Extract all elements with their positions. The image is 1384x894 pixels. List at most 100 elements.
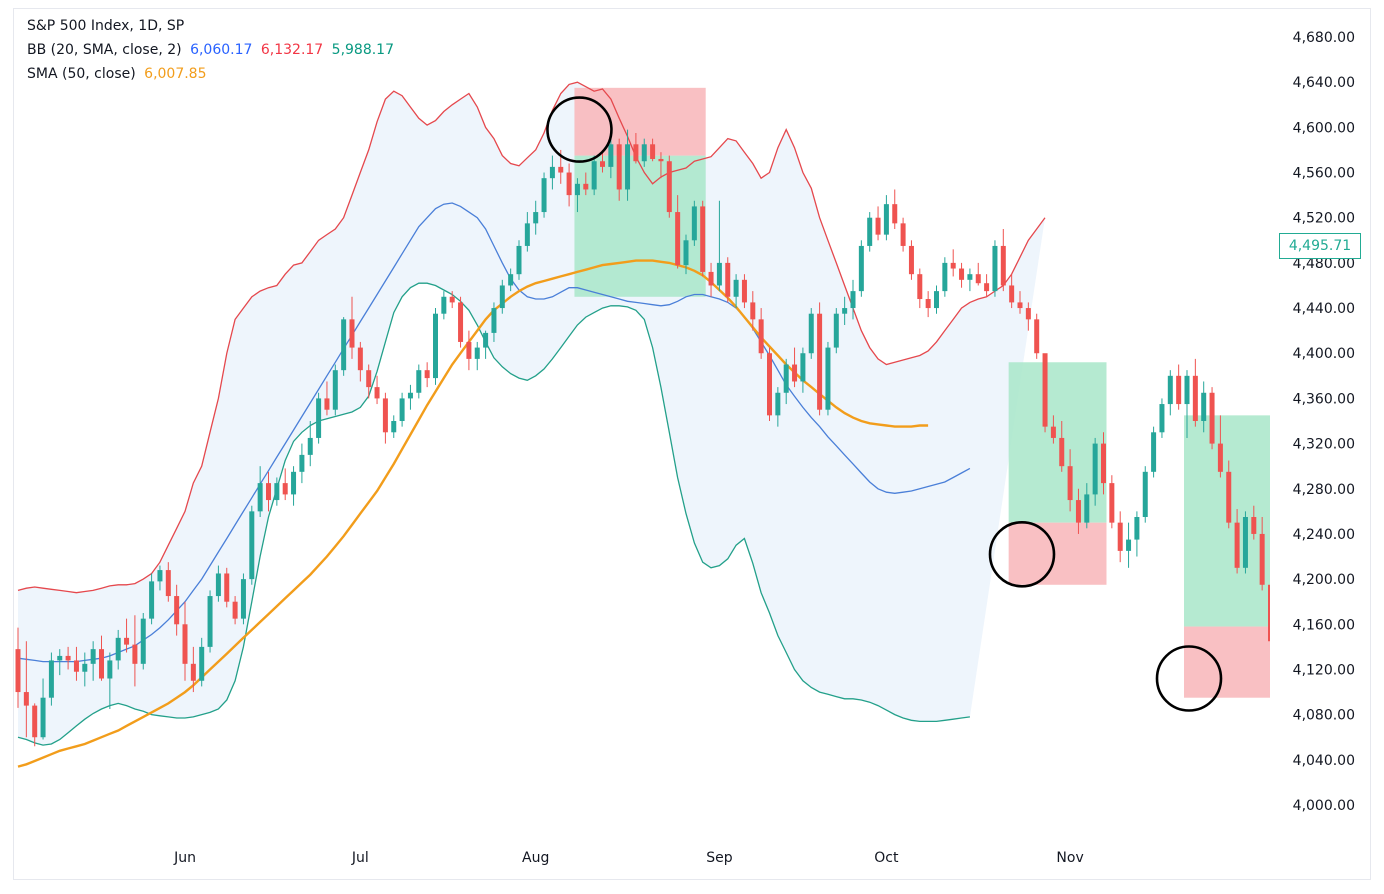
candle-92 <box>783 358 789 405</box>
candle-body <box>149 581 155 619</box>
candle-151 <box>1276 624 1281 675</box>
candle-body <box>73 660 79 672</box>
candle-161 <box>1360 365 1365 393</box>
candle-125 <box>1059 421 1065 472</box>
candle-body <box>700 206 706 272</box>
candle-body <box>1159 404 1165 433</box>
candle-94 <box>800 347 806 393</box>
candle-body <box>1042 353 1048 427</box>
candle-83 <box>708 262 714 297</box>
candle-body <box>858 245 864 292</box>
candle-14 <box>132 615 138 687</box>
candle-55 <box>474 341 480 371</box>
candle-body <box>349 319 355 348</box>
candle-body <box>1285 624 1290 669</box>
take-profit-zone-3 <box>1008 362 1107 523</box>
y-tick-label: 4,120.00 <box>1293 662 1355 678</box>
candle-114 <box>967 268 973 292</box>
trade-zones <box>574 87 1270 698</box>
candle-body <box>641 144 647 162</box>
candle-body <box>725 262 731 297</box>
candle-body <box>691 206 697 241</box>
candle-63 <box>541 172 547 218</box>
candle-145 <box>1226 460 1232 529</box>
candle-body <box>399 398 405 421</box>
candle-body <box>758 319 764 354</box>
candle-10 <box>99 635 104 681</box>
candle-body <box>917 274 923 300</box>
candle-body <box>341 319 347 371</box>
legend-bb-label: BB (20, SMA, close, 2) <box>27 42 182 58</box>
candle-23 <box>207 590 213 653</box>
candle-body <box>1217 443 1223 472</box>
candle-body <box>1209 392 1215 444</box>
candle-70 <box>600 149 605 173</box>
candle-16 <box>149 573 155 625</box>
candle-body <box>299 454 305 472</box>
candle-28 <box>249 505 255 585</box>
candle-17 <box>157 565 163 591</box>
candle-19 <box>174 584 180 636</box>
candle-56 <box>483 330 489 359</box>
candle-25 <box>224 567 230 608</box>
candle-136 <box>1151 426 1157 478</box>
candle-74 <box>633 133 639 164</box>
candle-body <box>249 511 255 580</box>
bb-lower-line <box>17 282 970 746</box>
candle-body <box>491 308 497 333</box>
candle-body <box>1377 336 1382 409</box>
candle-126 <box>1067 449 1073 512</box>
candle-105 <box>892 189 898 229</box>
y-tick-label: 4,600.00 <box>1293 120 1355 136</box>
candle-58 <box>499 279 505 314</box>
candle-body <box>458 302 464 342</box>
candle-body <box>842 308 848 314</box>
candle-142 <box>1201 381 1207 433</box>
candle-body <box>1167 375 1173 405</box>
candle-body <box>382 398 388 433</box>
signal-circle-1 <box>546 96 613 163</box>
candle-54 <box>466 330 472 371</box>
candle-143 <box>1209 387 1215 450</box>
candle-body <box>925 299 931 309</box>
candle-body <box>240 579 246 619</box>
y-tick-label: 4,680.00 <box>1293 30 1355 46</box>
candle-32 <box>282 468 288 501</box>
candle-body <box>825 347 831 410</box>
candle-body <box>967 274 973 280</box>
candle-body <box>616 144 622 190</box>
legend-sma: SMA (50, close) 6,007.85 <box>27 66 211 82</box>
candle-body <box>683 240 689 266</box>
legend-symbol-text: S&P 500 Index, 1D, SP <box>27 18 185 34</box>
candle-body <box>474 347 480 359</box>
y-tick-label: 4,560.00 <box>1293 166 1355 182</box>
candle-107 <box>908 240 914 280</box>
candle-78 <box>666 155 672 218</box>
candle-47 <box>407 384 413 410</box>
candle-body <box>433 313 438 379</box>
candle-body <box>1000 245 1006 286</box>
candle-body <box>767 353 772 416</box>
candle-110 <box>934 285 939 314</box>
candle-85 <box>725 257 731 303</box>
candle-99 <box>842 296 848 325</box>
candle-body <box>107 660 113 679</box>
candle-body <box>65 655 71 661</box>
candle-144 <box>1217 415 1223 478</box>
candle-body <box>115 637 121 661</box>
candle-118 <box>1000 229 1006 292</box>
legend-bb-lower: 5,988.17 <box>331 42 394 58</box>
candle-79 <box>675 195 681 269</box>
candle-21 <box>190 646 196 693</box>
candle-body <box>207 596 213 647</box>
candle-body <box>950 262 956 269</box>
candle-body <box>1034 319 1040 354</box>
y-axis: 4,680.00 4,640.00 4,600.00 4,560.00 4,520.00… <box>1293 30 1355 814</box>
candle-body <box>574 183 580 196</box>
candle-31 <box>274 477 280 506</box>
candle-39 <box>341 317 347 376</box>
candle-body <box>1226 471 1232 523</box>
y-tick-label: 4,400.00 <box>1293 346 1355 362</box>
candle-body <box>1176 375 1182 405</box>
